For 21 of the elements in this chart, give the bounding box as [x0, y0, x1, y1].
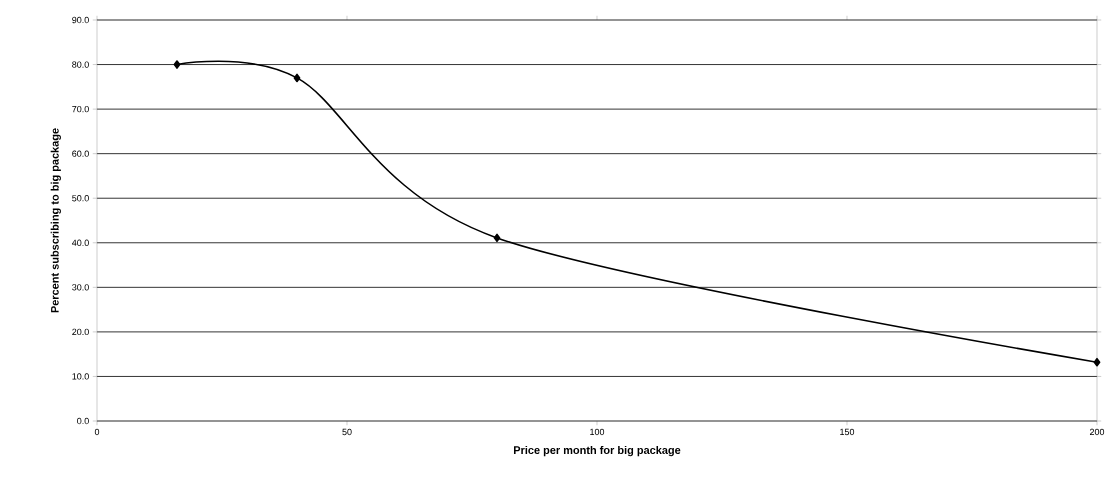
point [493, 233, 501, 243]
x-tick-label: 150 [840, 428, 855, 436]
y-tick-label: 10.0 [72, 373, 89, 380]
point [1093, 357, 1101, 367]
point [173, 60, 181, 69]
y-tick-label: 0.0 [77, 417, 89, 425]
y-tick-label: 50.0 [72, 195, 89, 202]
x-tick-label: 50 [342, 428, 352, 436]
y-tick-label: 70.0 [72, 105, 89, 113]
x-tick-label: 200 [1089, 428, 1105, 436]
y-tick-label: 60.0 [72, 150, 89, 157]
y-tick-label: 80.0 [72, 61, 89, 68]
y-tick-label: 20.0 [72, 328, 89, 336]
point [293, 73, 301, 83]
x-tick-label: 100 [590, 428, 605, 436]
x-axis-title: Price per month for big package [513, 445, 681, 457]
y-axis-title: Percent subscribing to big package [50, 128, 61, 313]
y-tick-label: 90.0 [72, 16, 89, 24]
y-tick-label: 40.0 [71, 239, 89, 246]
y-tick-label: 30.0 [72, 284, 89, 291]
x-tick-label: 0 [94, 428, 100, 436]
